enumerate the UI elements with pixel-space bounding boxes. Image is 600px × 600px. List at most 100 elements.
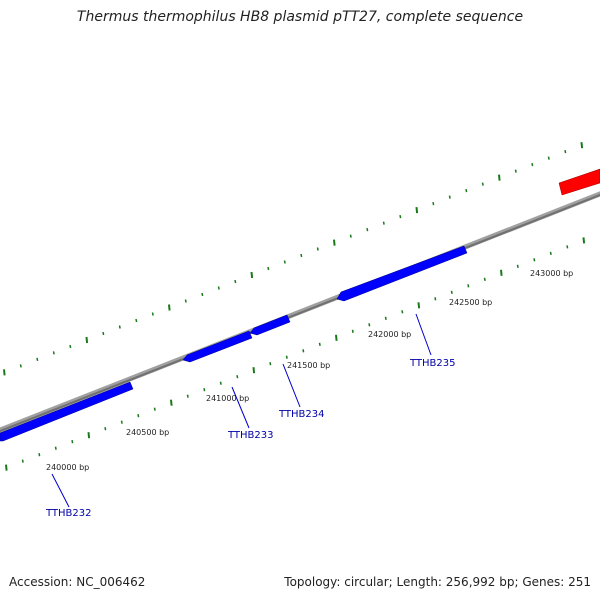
- bp-label: 240000 bp: [46, 463, 89, 472]
- minor-tick: [566, 245, 569, 249]
- minor-tick: [384, 316, 387, 320]
- gene-tthb234[interactable]: [249, 314, 291, 336]
- minor-tick: [153, 407, 156, 411]
- minor-tick: [316, 247, 319, 251]
- minor-tick: [234, 279, 237, 284]
- minor-tick: [102, 331, 105, 336]
- minor-tick: [483, 277, 486, 281]
- bp-label: 241500 bp: [287, 361, 330, 370]
- minor-tick: [151, 312, 154, 316]
- minor-tick: [450, 290, 453, 294]
- minor-tick: [382, 221, 385, 225]
- minor-tick: [531, 162, 534, 167]
- bp-label: 242000 bp: [368, 330, 411, 339]
- gene-arrow[interactable]: [249, 314, 291, 336]
- minor-tick: [465, 188, 468, 193]
- gene-features: [0, 168, 600, 442]
- gene-label-tthb233[interactable]: TTHB233: [227, 430, 274, 441]
- minor-tick: [184, 299, 187, 303]
- minor-tick: [366, 227, 369, 232]
- major-tick: [170, 399, 173, 406]
- minor-tick: [21, 459, 24, 463]
- minor-tick: [120, 420, 123, 424]
- major-tick: [85, 336, 89, 344]
- minor-tick: [514, 169, 517, 173]
- minor-tick: [399, 214, 402, 219]
- minor-tick: [52, 351, 55, 355]
- minor-tick: [300, 253, 303, 258]
- minor-tick: [203, 388, 206, 392]
- minor-tick: [481, 182, 484, 186]
- sequence-backbone: [0, 191, 600, 433]
- minor-tick: [236, 375, 239, 379]
- bp-label: 240500 bp: [126, 428, 169, 437]
- gene-tthb233[interactable]: [182, 330, 253, 363]
- gene-label-tthb232[interactable]: TTHB232: [45, 508, 92, 519]
- bp-label: 243000 bp: [530, 269, 573, 278]
- gene-arrow[interactable]: [336, 245, 468, 302]
- minor-tick: [318, 342, 321, 346]
- minor-tick: [349, 234, 352, 238]
- minor-tick: [432, 201, 435, 206]
- gene-forward-strand[interactable]: [558, 168, 600, 196]
- minor-tick: [368, 323, 371, 327]
- minor-tick: [283, 260, 286, 264]
- gene-tthb235[interactable]: [336, 245, 468, 302]
- bp-label: 241000 bp: [206, 394, 249, 403]
- minor-tick: [135, 318, 138, 323]
- minor-tick: [118, 325, 121, 329]
- major-tick: [250, 271, 254, 279]
- major-tick: [580, 142, 584, 149]
- minor-tick: [69, 344, 72, 349]
- minor-tick: [19, 364, 22, 368]
- major-tick: [87, 432, 91, 439]
- minor-tick: [186, 394, 189, 398]
- gene-tthb232[interactable]: [0, 381, 134, 442]
- major-tick: [335, 334, 338, 341]
- minor-tick: [217, 286, 220, 290]
- minor-tick: [137, 414, 140, 418]
- major-tick: [417, 302, 421, 309]
- major-tick: [252, 367, 256, 374]
- minor-tick: [448, 195, 451, 199]
- minor-tick: [104, 427, 107, 431]
- gene-arrow[interactable]: [558, 168, 600, 196]
- major-tick: [500, 269, 503, 276]
- gene-arrow[interactable]: [182, 330, 253, 363]
- accession-label: Accession: NC_006462: [9, 575, 146, 589]
- minor-tick: [269, 362, 272, 366]
- minor-tick: [302, 349, 305, 353]
- major-tick: [168, 304, 171, 311]
- gene-label-tthb234[interactable]: TTHB234: [278, 409, 325, 420]
- major-tick: [582, 237, 586, 244]
- leader-lines: [51, 313, 432, 508]
- minor-tick: [54, 446, 57, 450]
- bp-scale-labels: 240000 bp 240500 bp 241000 bp 241500 bp …: [46, 269, 573, 472]
- minor-tick: [267, 266, 270, 271]
- minor-tick: [549, 251, 552, 256]
- minor-tick: [36, 357, 39, 362]
- inner-tick-track: [5, 237, 586, 471]
- minor-tick: [219, 381, 222, 385]
- minor-tick: [201, 292, 204, 297]
- minor-tick: [547, 156, 550, 160]
- minor-tick: [467, 284, 470, 288]
- gene-arrow[interactable]: [0, 381, 134, 442]
- minor-tick: [434, 297, 437, 301]
- gene-name-labels: TTHB232 TTHB233 TTHB234 TTHB235: [45, 358, 456, 519]
- minor-tick: [533, 258, 536, 262]
- minor-tick: [401, 310, 404, 314]
- minor-tick: [516, 264, 519, 268]
- outer-tick-track: [3, 142, 584, 376]
- topology-summary: Topology: circular; Length: 256,992 bp; …: [284, 575, 591, 589]
- minor-tick: [351, 329, 354, 333]
- minor-tick: [285, 355, 288, 359]
- major-tick: [3, 369, 6, 376]
- map-title: Thermus thermophilus HB8 plasmid pTT27, …: [76, 9, 524, 25]
- gene-label-tthb235[interactable]: TTHB235: [409, 358, 456, 369]
- major-tick: [415, 207, 419, 214]
- major-tick: [498, 174, 501, 181]
- minor-tick: [564, 149, 567, 154]
- bp-label: 242500 bp: [449, 298, 492, 307]
